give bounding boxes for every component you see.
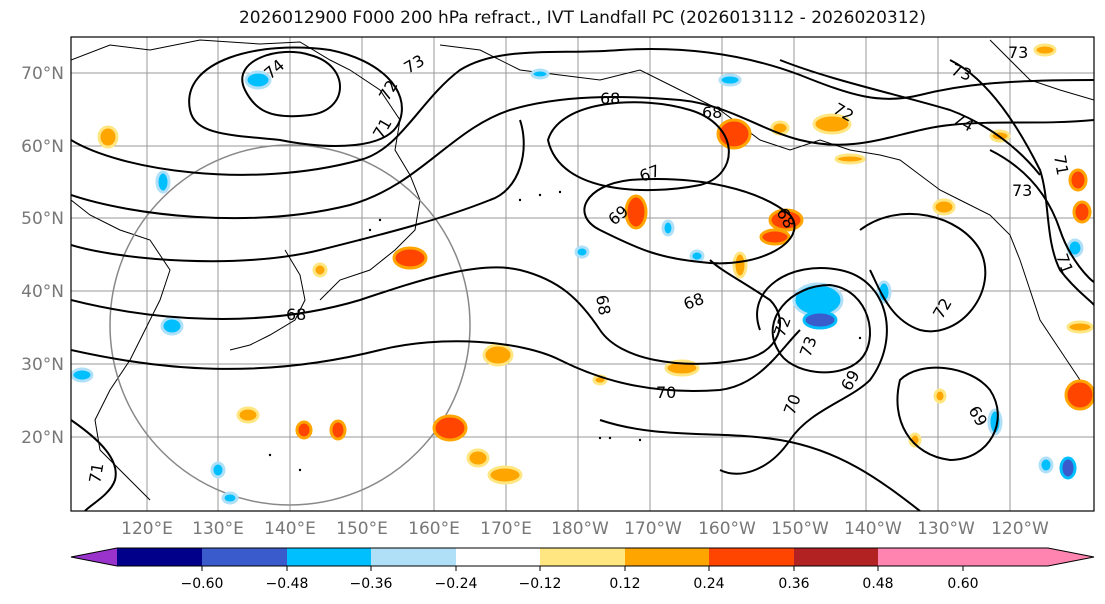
colorbar-tick-label: −0.24 — [435, 576, 478, 592]
lon-label: 120°W — [991, 519, 1049, 539]
colorbar-tick-label: 0.48 — [862, 576, 893, 592]
colorbar-extend-low — [71, 548, 117, 566]
colorbar-segment — [625, 548, 709, 566]
graticule — [71, 37, 1094, 511]
lon-label: 150°E — [336, 519, 388, 539]
lon-label: 160°E — [408, 519, 460, 539]
refractivity-contours — [71, 46, 1094, 511]
colorbar-segment — [456, 548, 540, 566]
colorbar-segment — [878, 548, 963, 566]
colorbar-segment — [794, 548, 878, 566]
contour-label: 73 — [1012, 181, 1032, 200]
colorbar-tick-label: 0.24 — [693, 576, 724, 592]
colorbar-segment — [287, 548, 371, 566]
lon-label: 120°E — [121, 519, 173, 539]
colorbar-tick-label: −0.36 — [350, 576, 393, 592]
colorbar-segment — [202, 548, 287, 566]
lat-label: 30°N — [21, 355, 64, 375]
contour-label: 68 — [702, 103, 722, 122]
reference-circle — [109, 144, 471, 506]
longitude-labels: 120°E 130°E 140°E 150°E 160°E 170°E 180°… — [121, 519, 1049, 539]
lat-label: 40°N — [21, 282, 64, 302]
colorbar-segment — [371, 548, 456, 566]
lon-label: 140°E — [264, 519, 316, 539]
map-title: 2026012900 F000 200 hPa refract., IVT La… — [238, 8, 926, 28]
colorbar-extend-high — [963, 548, 1094, 566]
colorbar-segment — [117, 548, 202, 566]
lon-label: 170°E — [480, 519, 532, 539]
colorbar-tick-label: 0.12 — [609, 576, 640, 592]
contour-label: 71 — [85, 461, 107, 484]
colorbar-segment — [540, 548, 625, 566]
colorbar-segment — [709, 548, 794, 566]
map-frame — [70, 36, 1095, 512]
contour-label: 70 — [656, 383, 676, 402]
contour-label: 71 — [1050, 153, 1072, 176]
lon-label: 140°W — [844, 519, 902, 539]
lat-label: 50°N — [21, 209, 64, 229]
latitude-labels: 70°N 60°N 50°N 40°N 30°N 20°N — [21, 64, 64, 448]
negative-anomaly-shading — [71, 68, 1084, 505]
island-chains — [268, 190, 862, 472]
lon-label: 150°W — [771, 519, 829, 539]
lat-label: 60°N — [21, 137, 64, 157]
lat-label: 20°N — [21, 428, 64, 448]
colorbar-tick-label: −0.48 — [266, 576, 309, 592]
lat-label: 70°N — [21, 64, 64, 84]
contour-label: 68 — [592, 293, 614, 316]
lon-label: 160°W — [698, 519, 756, 539]
lon-label: 170°W — [624, 519, 682, 539]
colorbar-tick-label: 0.36 — [778, 576, 809, 592]
positive-anomaly-shading — [97, 43, 1094, 485]
coastlines — [71, 39, 1094, 501]
contour-label: 68 — [286, 305, 306, 324]
lon-label: 130°E — [192, 519, 244, 539]
contour-label: 68 — [600, 89, 620, 108]
colorbar-tick-label: −0.60 — [181, 576, 224, 592]
colorbar-tick-label: 0.60 — [947, 576, 978, 592]
contour-label: 73 — [1008, 43, 1028, 62]
colorbar-tick-label: −0.12 — [519, 576, 562, 592]
map-panel — [71, 37, 1094, 511]
lon-label: 180°W — [551, 519, 609, 539]
lon-label: 130°W — [917, 519, 975, 539]
colorbar: −0.60 −0.48 −0.36 −0.24 −0.12 0.12 0.24 … — [70, 547, 1095, 592]
